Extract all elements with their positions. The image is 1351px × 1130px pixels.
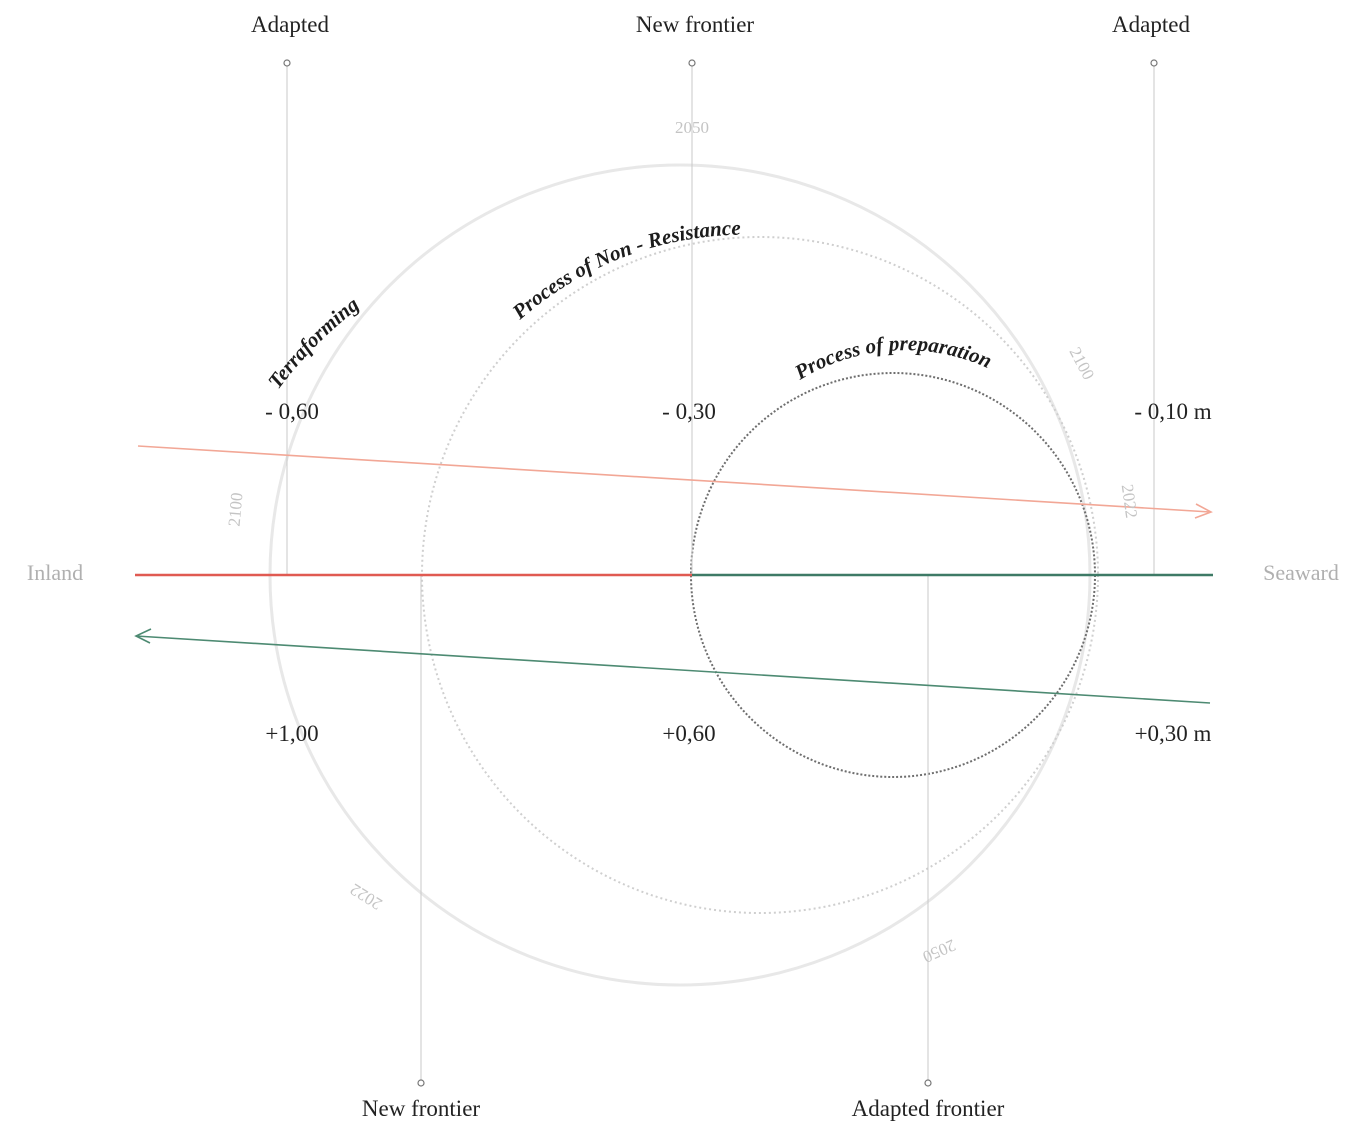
top-label-center: New frontier <box>636 12 754 37</box>
process-label-terraforming: Terraforming <box>263 292 363 393</box>
year-label-left: 2100 <box>225 492 247 528</box>
year-label-bottom-right: 2050 <box>920 935 959 966</box>
lower-value-left: +1,00 <box>265 721 318 746</box>
top-label-left: Adapted <box>251 12 329 37</box>
year-label-top: 2050 <box>675 118 709 137</box>
side-label-inland: Inland <box>27 560 83 585</box>
process-label-preparation: Process of preparation <box>790 331 996 385</box>
bottom-label-left: New frontier <box>362 1096 480 1121</box>
side-label-seaward: Seaward <box>1263 560 1339 585</box>
upper-value-left: - 0,60 <box>265 399 319 424</box>
process-label-non-resistance: Process of Non - Resistance <box>507 216 741 325</box>
guide-dot-bottom-left <box>417 1079 425 1087</box>
guide-dot-top-right <box>1150 59 1158 67</box>
lower-value-right: +0,30 m <box>1135 721 1212 746</box>
inland-arrowhead <box>134 628 152 644</box>
upper-value-center: - 0,30 <box>662 399 716 424</box>
bottom-label-right: Adapted frontier <box>852 1096 1005 1121</box>
year-label-right-mid: 2022 <box>1118 483 1142 519</box>
year-label-right-upper: 2100 <box>1065 344 1098 383</box>
guide-dot-top-center <box>688 59 696 67</box>
lower-value-center: +0,60 <box>662 721 715 746</box>
guide-dot-top-left <box>283 59 291 67</box>
inland-arrow <box>135 635 1211 704</box>
seaward-arrowhead <box>1194 503 1213 519</box>
guide-dot-bottom-right <box>924 1079 932 1087</box>
seaward-arrow <box>137 445 1211 513</box>
upper-value-right: - 0,10 m <box>1134 399 1211 424</box>
year-label-bottom-left: 2022 <box>347 880 386 914</box>
top-label-right: Adapted <box>1112 12 1190 37</box>
